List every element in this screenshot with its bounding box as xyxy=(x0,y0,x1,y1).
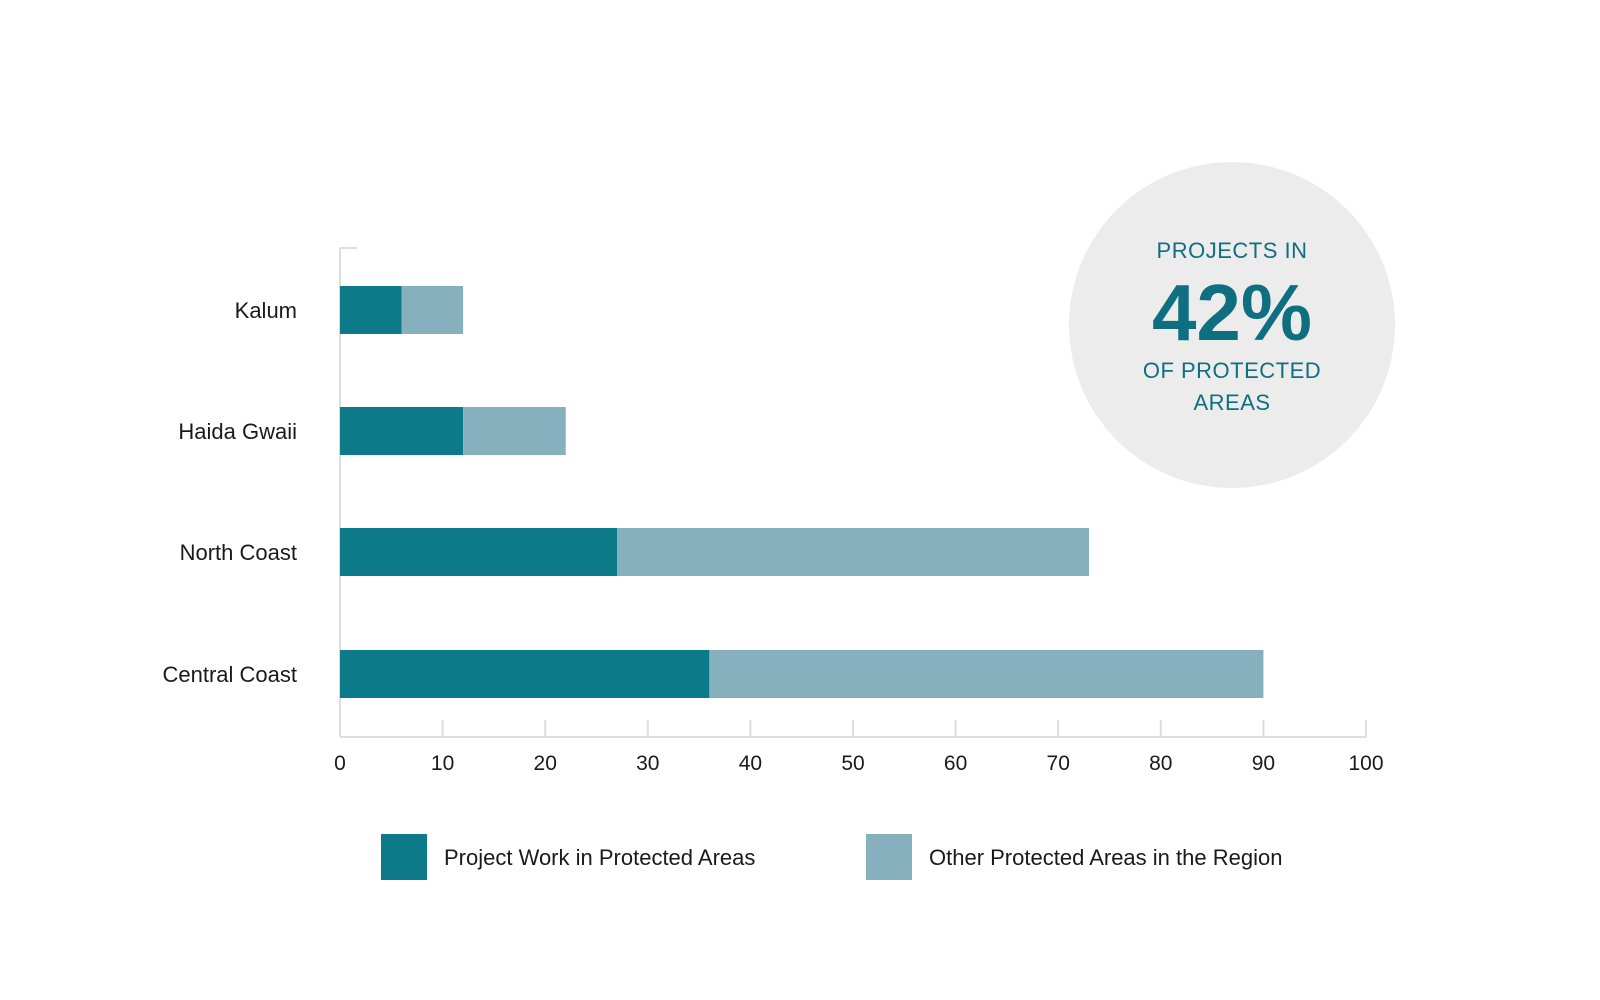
badge-circle xyxy=(1069,162,1395,488)
category-label: Haida Gwaii xyxy=(178,419,297,444)
legend-label: Project Work in Protected Areas xyxy=(444,845,755,870)
bar-north-coast-series-2 xyxy=(617,528,1089,576)
bar-kalum-series-2 xyxy=(401,286,464,334)
badge-line1: PROJECTS IN xyxy=(1157,238,1308,263)
x-tick-label: 40 xyxy=(739,752,762,775)
x-tick-label: 70 xyxy=(1047,752,1070,775)
x-tick-label: 100 xyxy=(1348,752,1383,775)
category-label: North Coast xyxy=(180,540,297,565)
category-labels: Kalum Haida Gwaii North Coast Central Coast xyxy=(162,298,297,687)
bar-central-coast-series-1 xyxy=(340,650,710,698)
bar-central-coast-series-2 xyxy=(709,650,1264,698)
x-tick-label: 90 xyxy=(1252,752,1275,775)
x-tick-label: 50 xyxy=(841,752,864,775)
x-tick-label: 60 xyxy=(944,752,967,775)
highlight-badge: PROJECTS IN 42% OF PROTECTED AREAS xyxy=(1069,162,1395,488)
x-tick-label: 20 xyxy=(534,752,557,775)
x-tick-label: 10 xyxy=(431,752,454,775)
x-axis-ticks: 0 10 20 30 40 50 60 70 80 90 100 xyxy=(334,720,1384,775)
category-label: Central Coast xyxy=(162,662,297,687)
bar-haida-gwaii-series-2 xyxy=(463,407,566,455)
badge-line2: OF PROTECTED xyxy=(1143,358,1321,383)
badge-value: 42% xyxy=(1152,268,1312,357)
legend-label: Other Protected Areas in the Region xyxy=(929,845,1282,870)
bar-north-coast-series-1 xyxy=(340,528,618,576)
x-tick-label: 30 xyxy=(636,752,659,775)
legend: Project Work in Protected Areas Other Pro… xyxy=(381,834,1282,880)
x-tick-label: 0 xyxy=(334,752,346,775)
bars-group xyxy=(340,286,1264,698)
badge-line3: AREAS xyxy=(1193,390,1270,415)
bar-kalum-series-1 xyxy=(340,286,402,334)
bar-haida-gwaii-series-1 xyxy=(340,407,464,455)
category-label: Kalum xyxy=(235,298,297,323)
x-tick-label: 80 xyxy=(1149,752,1172,775)
legend-swatch xyxy=(381,834,427,880)
legend-swatch xyxy=(866,834,912,880)
